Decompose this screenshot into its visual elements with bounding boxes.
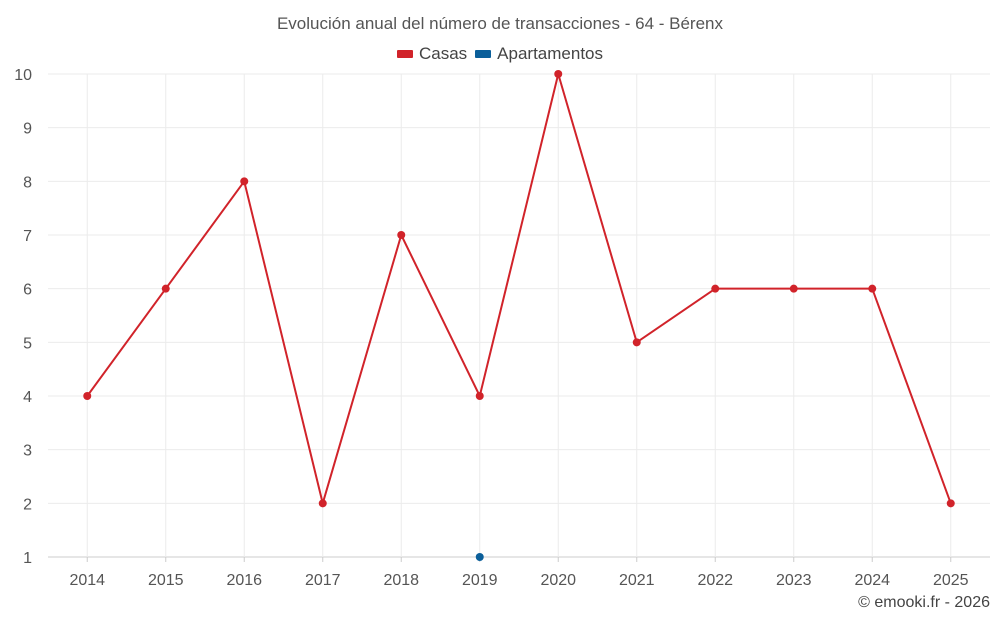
legend-swatch-casas	[396, 50, 413, 58]
x-tick-label: 2015	[148, 572, 184, 589]
x-tick-label: 2022	[697, 572, 733, 589]
legend-label-apartamentos: Apartamentos	[497, 44, 604, 63]
y-tick-label: 10	[14, 67, 32, 84]
data-point-casas[interactable]	[554, 70, 563, 78]
data-point-casas[interactable]	[318, 499, 327, 508]
data-point-casas[interactable]	[475, 392, 484, 400]
chart-legend: Casas Apartamentos	[0, 44, 1000, 64]
y-tick-label: 7	[23, 228, 32, 245]
x-tick-label: 2024	[854, 572, 890, 589]
data-point-casas[interactable]	[868, 284, 877, 293]
y-tick-label: 6	[23, 282, 32, 299]
x-tick-label: 2020	[540, 572, 576, 589]
data-point-casas[interactable]	[632, 338, 641, 347]
legend-label-casas: Casas	[418, 44, 468, 63]
chart-title: Evolución anual del número de transaccio…	[276, 14, 724, 33]
y-tick-label: 5	[23, 335, 32, 352]
data-point-casas[interactable]	[161, 284, 170, 293]
x-tick-label: 2017	[305, 572, 341, 589]
data-point-casas[interactable]	[711, 284, 720, 293]
legend-item-casas[interactable]: Casas	[396, 44, 468, 64]
x-tick-label: 2019	[462, 572, 498, 589]
x-tick-label: 2023	[776, 572, 812, 589]
y-tick-label: 1	[23, 550, 32, 567]
data-point-casas[interactable]	[946, 499, 955, 508]
x-tick-label: 2016	[226, 572, 262, 589]
x-tick-label: 2021	[619, 572, 655, 589]
x-tick-label: 2014	[69, 572, 105, 589]
y-tick-label: 9	[23, 121, 32, 138]
y-tick-label: 2	[23, 496, 32, 513]
legend-swatch-apartamentos	[475, 50, 492, 58]
grid-layer	[48, 73, 990, 558]
credit-text: © emooki.fr - 2026	[858, 594, 990, 611]
data-point-apartamentos[interactable]	[475, 553, 484, 561]
x-tick-label: 2025	[933, 572, 969, 589]
x-tick-label: 2018	[383, 572, 419, 589]
y-tick-label: 3	[23, 443, 32, 460]
data-point-casas[interactable]	[397, 231, 406, 239]
series-layer	[83, 70, 955, 561]
series-line-casas	[86, 73, 952, 505]
legend-item-apartamentos[interactable]: Apartamentos	[475, 44, 603, 64]
data-point-casas[interactable]	[83, 392, 92, 400]
axis-layer: 1 2 3 4 5 6 7 8 9 10 2014 2015 2016 2017 2018 2019 2020 2…	[14, 67, 968, 589]
y-tick-label: 4	[23, 389, 32, 406]
y-tick-label: 8	[23, 174, 32, 191]
data-point-casas[interactable]	[240, 177, 249, 186]
data-point-casas[interactable]	[789, 284, 798, 293]
